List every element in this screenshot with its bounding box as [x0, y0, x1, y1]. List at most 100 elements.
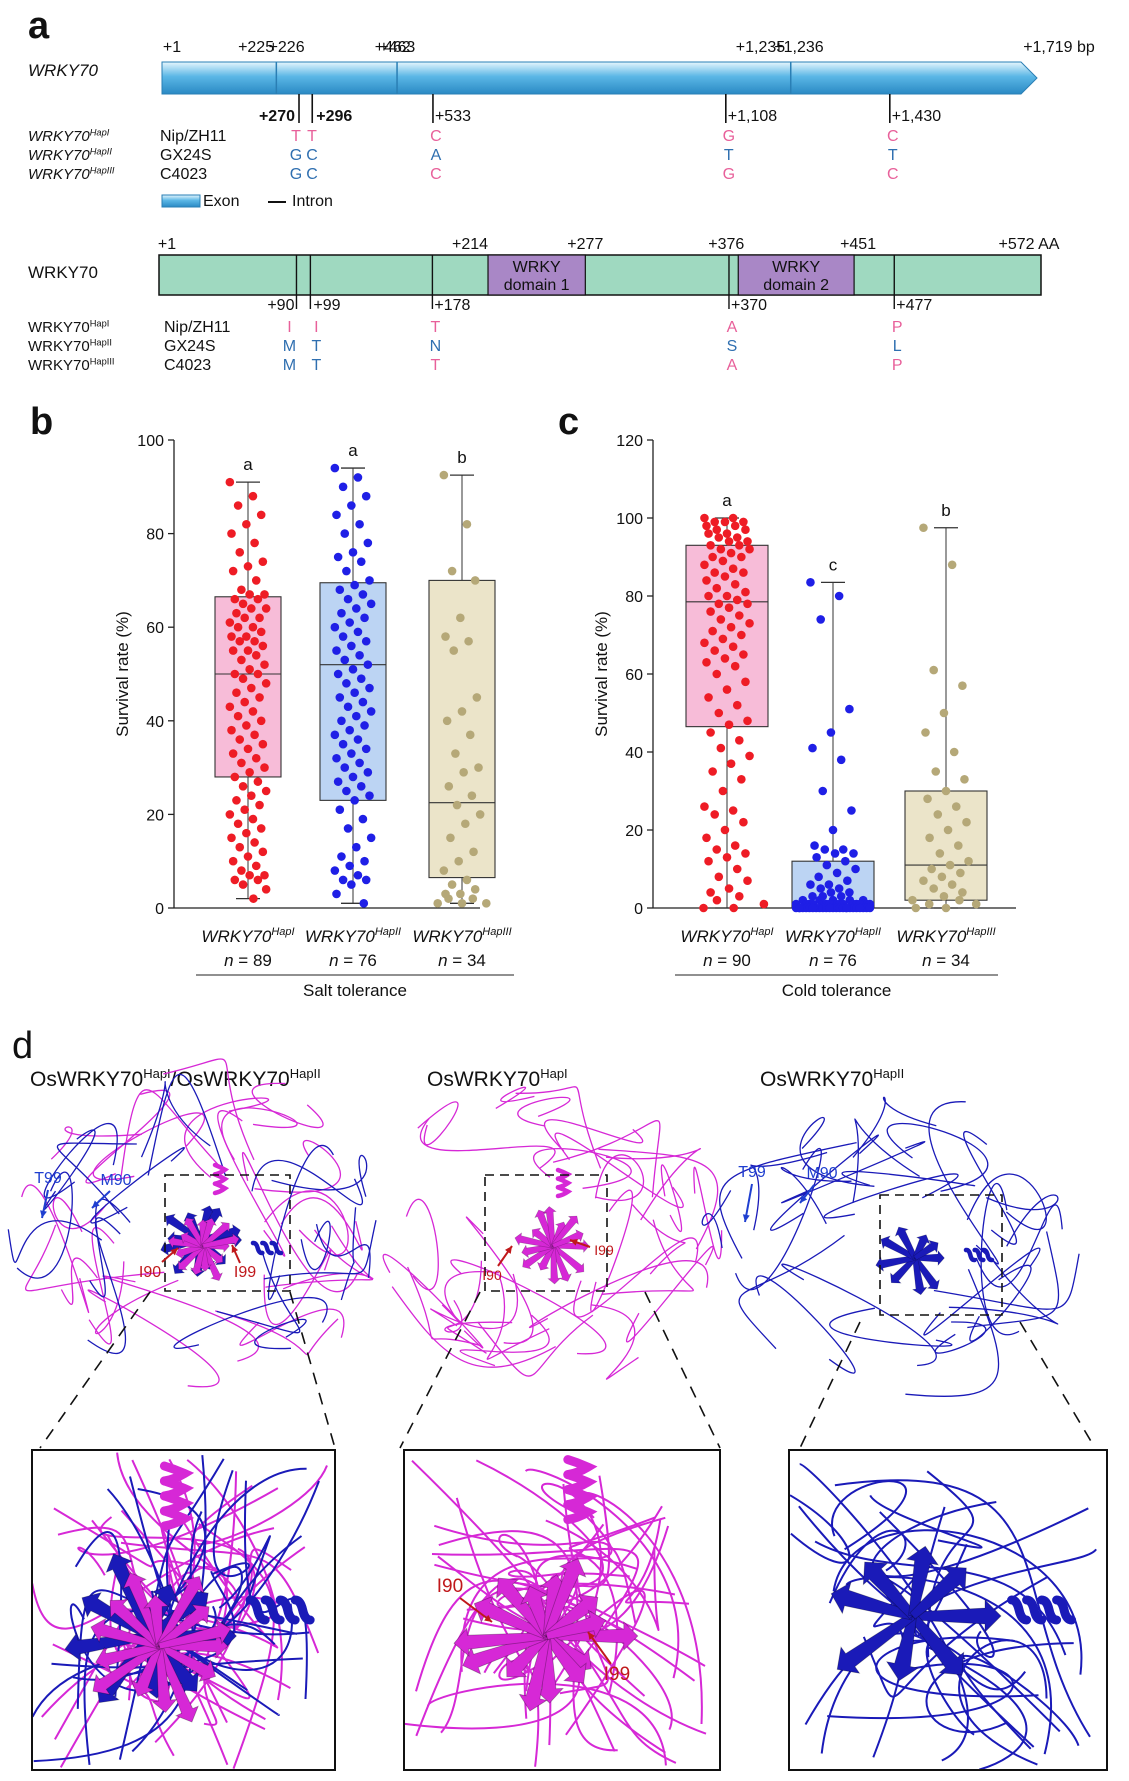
data-point: [366, 833, 376, 843]
arrow-i99-head: [231, 1245, 239, 1253]
data-point: [350, 688, 359, 698]
data-point: [759, 899, 769, 909]
data-point: [232, 796, 241, 805]
group-n-label: n = 34: [922, 951, 970, 970]
sheet-hapII: [880, 1235, 917, 1261]
coil-hapII: [263, 1220, 377, 1280]
protein-line-label: Nip/ZH11: [164, 319, 230, 336]
coil-hapI: [486, 1276, 550, 1360]
data-point: [812, 853, 821, 862]
coil-hapII: [56, 1142, 137, 1215]
zoom-line: [39, 1291, 151, 1449]
data-point: [235, 735, 245, 744]
label-m90: M90: [100, 1172, 131, 1189]
y-tick-label: 0: [155, 901, 164, 918]
data-point: [240, 805, 249, 815]
data-point: [960, 775, 969, 784]
coil-hapI: [477, 1314, 594, 1377]
coil-hapII: [799, 1116, 875, 1187]
data-point: [338, 875, 348, 885]
data-point: [816, 615, 825, 624]
data-point: [449, 646, 459, 655]
data-point: [355, 519, 364, 529]
data-point: [347, 880, 356, 889]
aa-residue: A: [727, 319, 738, 336]
group-sup: HapIII: [482, 926, 511, 938]
data-point: [335, 805, 345, 815]
data-point: [233, 622, 243, 632]
data-point: [971, 899, 981, 909]
aa-residue: T: [311, 338, 321, 355]
coil-hapII: [216, 1250, 301, 1334]
data-point: [702, 521, 711, 531]
panel-a: a WRKY70 +1 +225+226 +462+463 +1,235+1,236 +1,…: [28, 5, 1095, 374]
zoom-sheet: [130, 1644, 163, 1697]
group-label: WRKY70HapI: [201, 926, 294, 946]
data-point: [228, 749, 238, 758]
data-point: [475, 810, 485, 819]
zoom-coil: [433, 1524, 637, 1624]
protein-haplotype-label: WRKY70HapII: [28, 337, 112, 355]
protein-position-label: +572 AA: [999, 236, 1060, 253]
data-point: [739, 817, 748, 827]
data-point: [240, 613, 249, 623]
data-point: [340, 655, 350, 665]
data-point: [343, 594, 353, 604]
coil-hapII: [852, 1118, 920, 1203]
data-point: [720, 825, 730, 835]
data-point: [343, 824, 353, 833]
data-point: [243, 646, 253, 655]
data-point: [253, 594, 263, 604]
y-tick-label: 100: [616, 511, 643, 528]
coil-hapII: [948, 1257, 1059, 1325]
group-label: WRKY70HapI: [680, 926, 773, 946]
data-point: [462, 875, 472, 885]
data-point: [739, 517, 748, 527]
data-point: [245, 590, 254, 599]
zoom-coil: [211, 1469, 250, 1578]
coil-hapI: [598, 1148, 719, 1250]
title-part: OsWRKY70: [760, 1068, 873, 1091]
data-point: [935, 849, 945, 858]
data-point: [232, 688, 241, 698]
data-point: [442, 716, 452, 726]
data-point: [261, 604, 271, 613]
coil-hapI: [444, 1299, 513, 1333]
group-n-symbol: n: [922, 951, 931, 970]
aa-residue: P: [892, 357, 903, 374]
coil-hapI: [631, 1204, 686, 1275]
y-axis-label: Survival rate (%): [592, 611, 611, 737]
sheet-hapII: [890, 1255, 918, 1284]
zoom-sheet: [158, 1619, 232, 1650]
zoom-sheet: [862, 1561, 917, 1620]
data-point: [739, 568, 748, 577]
domain-1-label: WRKY: [513, 259, 561, 276]
data-point: [456, 613, 465, 623]
sheet-hapI: [190, 1245, 206, 1276]
data-point: [474, 763, 483, 772]
coil-hapII: [147, 1073, 227, 1176]
group-name: WRKY70: [201, 927, 271, 946]
coil-hapII: [89, 1198, 131, 1298]
data-point: [343, 702, 353, 712]
data-point: [830, 849, 840, 858]
data-point: [225, 702, 235, 712]
data-point: [258, 739, 268, 749]
gene-position-label: +1,236: [774, 39, 823, 56]
gene-haplotype-label-sup: HapII: [90, 146, 113, 156]
data-point: [716, 743, 726, 753]
data-point: [337, 716, 346, 726]
coil-hapII: [966, 1173, 1047, 1231]
sheet-hapI: [177, 1244, 205, 1271]
data-point: [808, 903, 818, 913]
coil-hapII: [829, 1307, 953, 1347]
gene-position-label: +1: [163, 39, 181, 56]
zoom-sheet: [496, 1577, 550, 1639]
data-point: [352, 711, 361, 721]
data-point: [745, 544, 754, 554]
data-point: [735, 736, 744, 745]
panel-letter-b: b: [30, 401, 53, 443]
data-point: [841, 856, 850, 866]
aa-position-label: +90: [267, 297, 294, 314]
protein-haplotype-label-sup: HapII: [90, 337, 112, 347]
